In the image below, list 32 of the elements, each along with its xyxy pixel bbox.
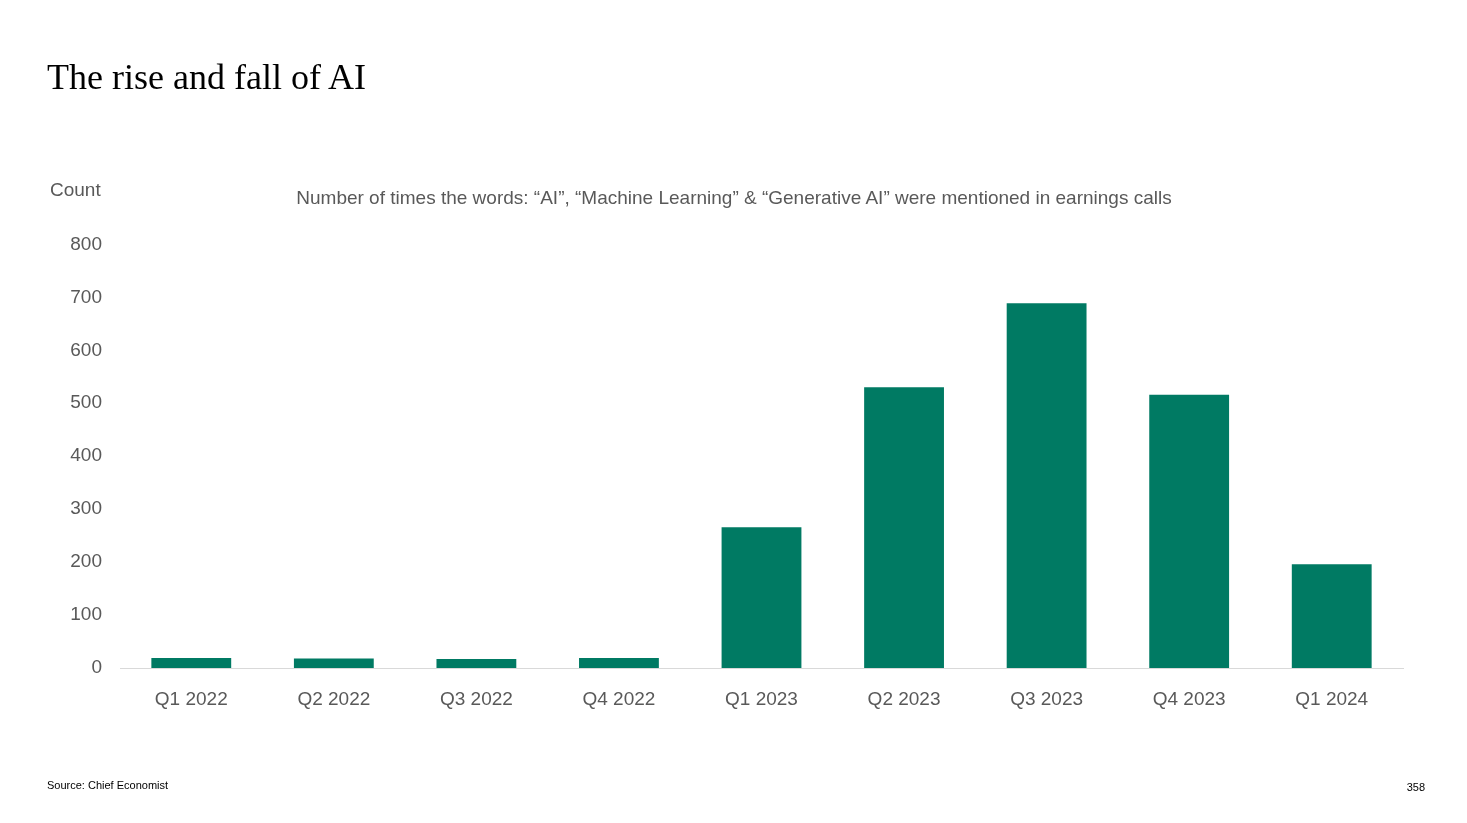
x-tick-label: Q2 2022 [297, 687, 371, 709]
source-note: Source: Chief Economist [47, 778, 169, 792]
bar [1006, 303, 1087, 668]
bar [1149, 394, 1230, 668]
y-axis-title: Count [50, 179, 101, 201]
x-tick-label: Q1 2023 [725, 687, 798, 709]
x-tick-label: Q1 2024 [1295, 687, 1369, 709]
bar [721, 527, 802, 668]
y-tick-label: 0 [91, 656, 102, 678]
text: 358 [1406, 780, 1425, 794]
chart-title: The rise and fall of AI [47, 56, 366, 98]
bar [864, 387, 944, 668]
x-tick-label: Q4 2022 [582, 687, 656, 709]
y-tick-label: 500 [70, 391, 102, 413]
bar [436, 659, 517, 668]
y-tick-label: 600 [70, 338, 102, 360]
x-tick-label: Q2 2023 [867, 687, 941, 709]
x-tick-label: Q3 2022 [439, 687, 513, 709]
x-tick-label: Q1 2022 [154, 687, 228, 709]
y-tick-label: 400 [70, 444, 102, 466]
bar [579, 657, 659, 668]
bar [1291, 564, 1372, 668]
chart-subtitle: Number of times the words: “AI”, “Machine Learning” & “Generative AI” were mentioned in earnings calls [295, 187, 1173, 209]
y-tick-label: 300 [70, 497, 102, 519]
bar [293, 658, 374, 668]
y-tick-label: 800 [70, 232, 102, 254]
y-tick-label: 200 [70, 550, 102, 572]
x-tick-label: Q4 2023 [1152, 687, 1226, 709]
y-tick-label: 700 [70, 285, 102, 307]
bar [151, 657, 232, 668]
y-tick-label: 100 [70, 603, 102, 625]
x-tick-label: Q3 2023 [1010, 687, 1084, 709]
